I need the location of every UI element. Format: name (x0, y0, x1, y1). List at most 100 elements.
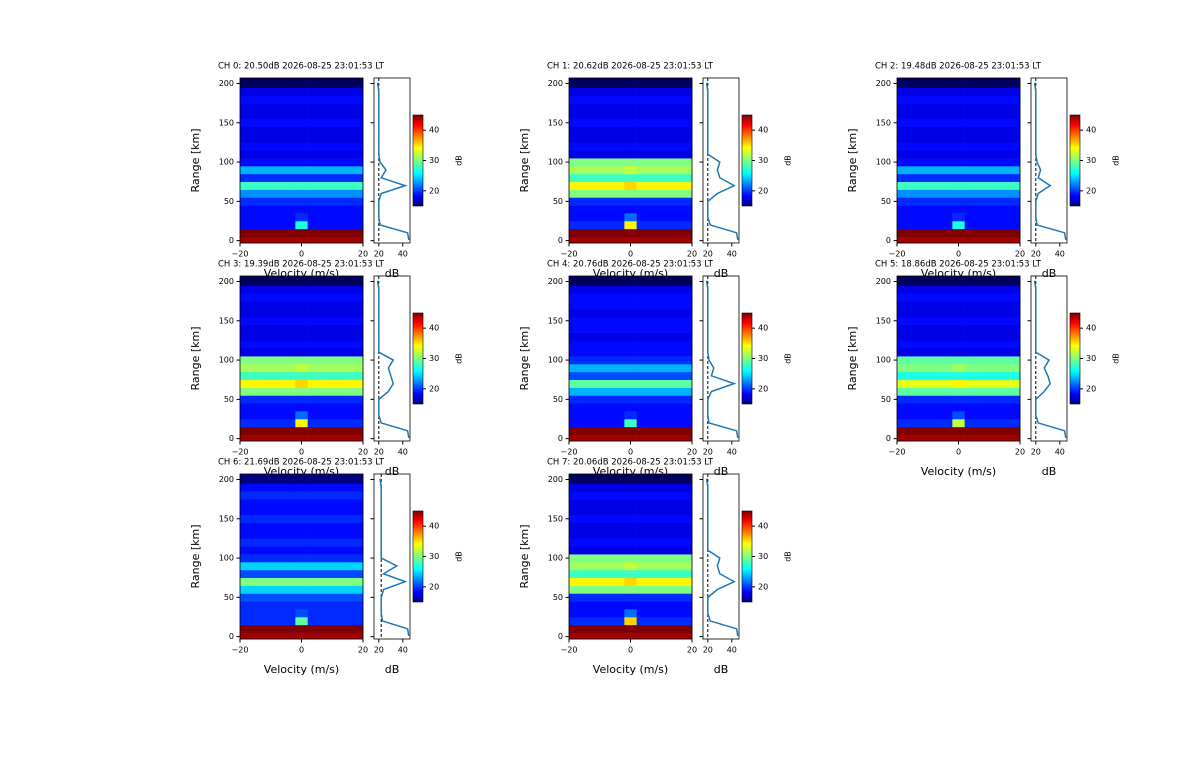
heatmap-cell (240, 236, 296, 244)
heatmap-cell (624, 395, 637, 404)
heatmap-cell (897, 221, 953, 230)
heatmap-cell (307, 585, 364, 594)
heatmap-cell (295, 507, 308, 516)
heatmap-cell (240, 483, 296, 492)
heatmap-cell (240, 585, 296, 594)
heatmap-cell (897, 403, 953, 412)
heatmap-cell (295, 87, 308, 96)
y-tick-label: 100 (548, 158, 563, 167)
heatmap-cell (636, 562, 693, 571)
heatmap-cell (307, 624, 364, 634)
profile-x-tick-label: 20 (1031, 250, 1041, 259)
panel-title: CH 2: 19.48dB 2026-08-25 23:01:53 LT (875, 62, 1042, 72)
heatmap-cell (307, 95, 364, 104)
heatmap-cell (636, 78, 693, 88)
x-tick-label: −20 (889, 250, 906, 259)
heatmap-cell (952, 126, 965, 135)
heatmap-cell (952, 379, 965, 388)
heatmap-cell (897, 78, 953, 88)
heatmap-cell (240, 522, 296, 531)
profile-line (705, 478, 739, 636)
heatmap-cell (295, 546, 308, 555)
x-tick-label: −20 (561, 448, 578, 457)
heatmap-cell (952, 95, 965, 104)
heatmap-cell (307, 507, 364, 516)
heatmap-cell (295, 538, 308, 547)
heatmap-cell (964, 126, 1021, 135)
heatmap-cell (569, 221, 625, 230)
heatmap-cell (307, 577, 364, 586)
profile-x-tick-label: 40 (1055, 250, 1065, 259)
heatmap-cell (964, 197, 1021, 206)
x-tick-label: −20 (561, 646, 578, 655)
heatmap-cell (569, 340, 625, 349)
profile-x-tick-label: 20 (703, 646, 713, 655)
heatmap-cell (636, 569, 693, 579)
heatmap-cell (569, 530, 625, 539)
heatmap-cell (624, 166, 637, 175)
profile-x-tick-label: 40 (727, 448, 737, 457)
heatmap-cell (897, 356, 953, 365)
heatmap-cell (295, 118, 308, 128)
heatmap-cell (295, 95, 308, 104)
heatmap-cell (307, 356, 364, 365)
heatmap-cell (569, 569, 625, 579)
heatmap-cell (964, 340, 1021, 349)
heatmap-cell (624, 309, 637, 318)
heatmap-cell (952, 181, 965, 190)
heatmap-cell (569, 411, 625, 420)
colorbar-tick-label: 30 (429, 552, 439, 561)
heatmap-cell (636, 593, 693, 602)
y-tick-label: 200 (219, 79, 234, 88)
y-tick-label: 0 (229, 434, 234, 443)
heatmap-cell (636, 609, 693, 618)
heatmap-cell (569, 173, 625, 183)
heatmap-cell (307, 632, 364, 640)
y-tick-label: 100 (219, 158, 234, 167)
heatmap-cell (636, 507, 693, 516)
heatmap-cell (307, 474, 364, 484)
heatmap-cell (240, 221, 296, 230)
heatmap-cell (636, 514, 693, 524)
heatmap-cell (964, 111, 1021, 120)
y-tick-label: 200 (219, 475, 234, 484)
y-axis-label: Range [km] (518, 128, 531, 192)
heatmap-cell (636, 585, 693, 594)
heatmap-cell (307, 228, 364, 238)
heatmap-cell (307, 403, 364, 412)
heatmap-cell (307, 103, 364, 112)
heatmap-cell (636, 538, 693, 547)
heatmap-cell (295, 181, 308, 190)
heatmap-cell (636, 103, 693, 112)
colorbar-tick-label: 20 (429, 384, 439, 393)
heatmap-cell (295, 593, 308, 602)
heatmap-cell (636, 134, 693, 143)
heatmap-cell (952, 197, 965, 206)
heatmap-cell (897, 309, 953, 318)
heatmap-cell (636, 126, 693, 135)
heatmap-cell (569, 617, 625, 626)
heatmap-cell (240, 356, 296, 365)
colorbar-tick-label: 40 (1086, 324, 1096, 333)
heatmap-cell (964, 134, 1021, 143)
heatmap-cell (569, 150, 625, 159)
heatmap-cell (569, 609, 625, 618)
heatmap-cell (569, 632, 625, 640)
heatmap-cell (295, 285, 308, 294)
heatmap-cell (240, 87, 296, 96)
heatmap-cell (295, 293, 308, 302)
heatmap-cell (964, 285, 1021, 294)
heatmap-cell (952, 332, 965, 341)
heatmap-cell (964, 348, 1021, 357)
profile-x-tick-label: 40 (1055, 448, 1065, 457)
heatmap-cell (569, 474, 625, 484)
heatmap-cell (952, 142, 965, 151)
heatmap-cell (964, 276, 1021, 286)
heatmap-cell (307, 562, 364, 571)
heatmap-cell (569, 483, 625, 492)
heatmap-cell (624, 387, 637, 396)
panel-title: CH 6: 21.69dB 2026-08-25 23:01:53 LT (218, 458, 385, 468)
y-tick-label: 0 (558, 632, 563, 641)
heatmap-cell (569, 126, 625, 135)
